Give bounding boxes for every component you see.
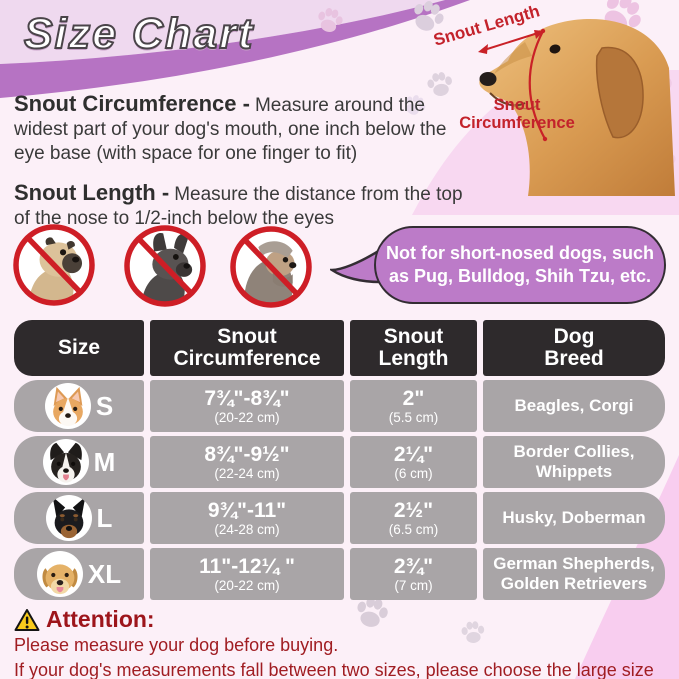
- page-title: Size Chart: [23, 9, 255, 59]
- table-cell-breed: German Shepherds, Golden Retrievers: [483, 548, 665, 600]
- header-dog-breed: Dog Breed: [483, 320, 665, 376]
- golden-retriever-head-illustration: [478, 19, 675, 196]
- prohibited-shih-tzu: [229, 225, 313, 309]
- warning-bubble-text: Not for short-nosed dogs, such as Pug, B…: [386, 242, 654, 286]
- table-cell-length: 2½" (6.5 cm): [350, 492, 477, 544]
- size-letter: S: [95, 390, 114, 421]
- length-term: Snout Length -: [14, 179, 170, 205]
- circumference-line: [528, 30, 546, 140]
- length-definition: Snout Length - Measure the distance from …: [14, 179, 466, 231]
- golden-retriever-photo-icon: [36, 551, 83, 597]
- circumference-term: Snout Circumference -: [14, 91, 250, 116]
- size-letter: L: [96, 502, 113, 533]
- prohibited-bulldog: [123, 224, 207, 308]
- table-cell-breed: Border Collies, Whippets: [483, 436, 665, 488]
- border-collie-photo-icon: [42, 439, 89, 485]
- attention-section: Attention: Please measure your dog befor…: [14, 606, 654, 679]
- doberman-photo-icon: [45, 495, 92, 541]
- prohibition-icon: [13, 224, 95, 306]
- table-cell-circumference: 7¾"-8¾" (20-22 cm): [150, 380, 344, 432]
- table-row-size-cell: XL: [14, 548, 144, 600]
- length-desc: Measure the distance from the top of the…: [14, 183, 463, 229]
- size-table: Size Snout Circumference Snout Length Do…: [14, 320, 665, 600]
- circumference-desc: Measure around the widest part of your d…: [14, 95, 447, 164]
- length-line: [483, 32, 539, 51]
- table-cell-circumference: 11"-12¼ " (20-22 cm): [150, 548, 344, 600]
- size-letter: M: [93, 446, 116, 477]
- prohibition-icon: [230, 226, 312, 308]
- attention-line-2: If your dog's measurements fall between …: [14, 659, 654, 679]
- header-size: Size: [14, 320, 144, 376]
- attention-title: Attention:: [46, 606, 155, 632]
- table-row-size-cell: M: [14, 436, 144, 488]
- table-cell-circumference: 8¾"-9½" (22-24 cm): [150, 436, 344, 488]
- snout-circumference-label: Snout Circumference: [459, 96, 575, 132]
- header-snout-length: Snout Length: [350, 320, 477, 376]
- size-letter: XL: [87, 558, 122, 589]
- attention-header: Attention:: [14, 606, 654, 633]
- header-snout-circumference: Snout Circumference: [150, 320, 344, 376]
- purple-wave: [0, 0, 470, 98]
- table-cell-length: 2" (5.5 cm): [350, 380, 477, 432]
- bubble-tail: [330, 248, 380, 284]
- warning-bubble: Not for short-nosed dogs, such as Pug, B…: [374, 226, 666, 304]
- table-cell-length: 2¾" (7 cm): [350, 548, 477, 600]
- prohibition-icon: [124, 225, 206, 307]
- table-row-size-cell: L: [14, 492, 144, 544]
- prohibited-pug: [12, 223, 96, 307]
- definitions: Snout Circumference - Measure around the …: [14, 90, 466, 244]
- table-cell-breed: Beagles, Corgi: [483, 380, 665, 432]
- corgi-photo-icon: [44, 383, 91, 429]
- attention-line-1: Please measure your dog before buying.: [14, 635, 339, 655]
- table-row-size-cell: S: [14, 380, 144, 432]
- warning-triangle-icon: [14, 608, 40, 631]
- table-cell-circumference: 9¾"-11" (24-28 cm): [150, 492, 344, 544]
- circumference-definition: Snout Circumference - Measure around the …: [14, 90, 466, 166]
- table-cell-breed: Husky, Doberman: [483, 492, 665, 544]
- table-cell-length: 2¼" (6 cm): [350, 436, 477, 488]
